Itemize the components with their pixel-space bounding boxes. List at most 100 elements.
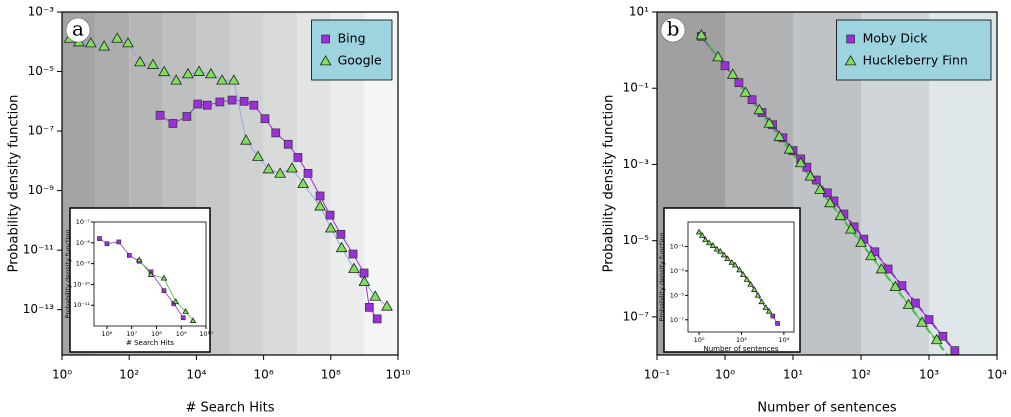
marker — [182, 67, 194, 79]
x-tick-label: 10¹ — [783, 368, 803, 382]
legend-marker — [844, 54, 857, 66]
y-axis-label: Probability density function — [7, 95, 22, 273]
marker — [134, 55, 146, 67]
plot-frame — [61, 11, 399, 356]
legend-label: Huckleberry Finn — [863, 53, 968, 68]
panel-label: b — [667, 17, 680, 41]
marker — [736, 266, 743, 273]
marker — [724, 255, 731, 262]
x-tick-label: 10⁴ — [186, 368, 206, 382]
marker — [763, 117, 776, 128]
marker — [348, 262, 360, 273]
marker — [84, 36, 97, 48]
marker — [239, 96, 249, 106]
marker — [773, 130, 786, 141]
marker — [698, 232, 706, 238]
marker — [369, 290, 382, 301]
marker — [283, 139, 293, 149]
marker — [889, 280, 902, 291]
marker — [875, 263, 888, 274]
marker — [844, 223, 857, 234]
x-tick-label: 10⁷ — [126, 330, 137, 338]
y-tick-label: 10⁻⁵ — [28, 64, 55, 78]
marker — [161, 288, 167, 294]
marker — [938, 331, 948, 341]
background-band — [263, 12, 298, 355]
legend-box — [836, 19, 992, 81]
marker — [336, 229, 346, 239]
y-tick-label: 10⁻³ — [670, 267, 685, 275]
marker — [814, 183, 826, 194]
marker — [180, 315, 186, 321]
marker — [324, 222, 337, 233]
y-tick-label: 10⁻¹ — [623, 81, 650, 95]
marker — [855, 236, 867, 247]
x-axis-label: Number of sentences — [757, 401, 897, 416]
marker — [358, 275, 371, 287]
marker — [758, 298, 766, 305]
marker — [364, 302, 374, 312]
plot-area — [97, 236, 197, 324]
marker — [695, 228, 703, 235]
plot-frame — [687, 221, 795, 333]
marker — [695, 28, 708, 40]
x-tick-label: 10⁰ — [52, 368, 72, 382]
x-tick-label: 10⁰ — [694, 336, 705, 344]
marker — [372, 314, 382, 324]
x-axis-label: # Search Hits — [185, 401, 274, 416]
plot-area — [695, 28, 960, 355]
marker — [227, 74, 240, 85]
x-tick-label: 10¹⁰ — [386, 368, 411, 382]
marker — [930, 333, 943, 345]
y-axis-label: Probability density function — [64, 230, 72, 319]
x-tick-label: 10² — [851, 368, 871, 382]
marker — [753, 103, 766, 115]
marker — [274, 167, 286, 178]
marker — [97, 236, 102, 241]
inset-frame — [663, 207, 801, 353]
marker — [731, 261, 739, 268]
legend-marker — [319, 54, 332, 66]
y-tick-label: 10⁻⁵ — [670, 291, 685, 299]
marker — [824, 196, 836, 208]
marker — [240, 134, 252, 145]
marker — [215, 97, 225, 107]
panel: 10⁻¹ 10⁰ 10¹ 10² 10³ 10⁴ 10¹ 10⁻¹ 10⁻³ 10⁻⁵ 10⁻⁷ Nu… — [602, 5, 1008, 416]
panel-label-badge — [65, 17, 91, 43]
marker — [712, 50, 724, 62]
marker — [765, 307, 773, 314]
y-tick-label: 10⁻¹³ — [23, 302, 54, 316]
x-tick-label: 10² — [736, 336, 747, 344]
marker — [293, 153, 303, 162]
marker — [126, 252, 132, 258]
plot-area — [695, 228, 780, 326]
legend-marker — [321, 34, 330, 44]
marker — [720, 61, 730, 71]
y-tick-label: 10⁻⁷ — [670, 316, 685, 324]
marker — [216, 74, 228, 85]
y-tick-label: 10⁻⁷ — [76, 218, 91, 226]
marker — [315, 191, 325, 201]
marker — [359, 268, 369, 278]
y-tick-label: 10¹ — [629, 5, 649, 19]
y-axis-label: Probability density function — [602, 95, 617, 273]
plot-frame — [93, 221, 207, 327]
marker — [705, 239, 713, 246]
y-tick-label: 10⁻⁸ — [76, 239, 91, 247]
marker — [911, 298, 920, 308]
marker — [297, 177, 310, 189]
marker — [116, 239, 122, 245]
x-tick-label: 10⁹ — [176, 330, 187, 338]
y-tick-label: 10⁻⁷ — [623, 309, 650, 323]
marker — [249, 100, 259, 110]
legend-marker — [846, 34, 855, 44]
marker — [702, 236, 709, 243]
y-axis-label: Probability density function — [658, 233, 666, 322]
y-tick-label: 10⁻³ — [623, 157, 650, 171]
marker — [916, 316, 928, 327]
marker — [303, 168, 313, 178]
marker — [713, 245, 721, 252]
marker — [193, 65, 205, 76]
marker — [726, 68, 739, 79]
